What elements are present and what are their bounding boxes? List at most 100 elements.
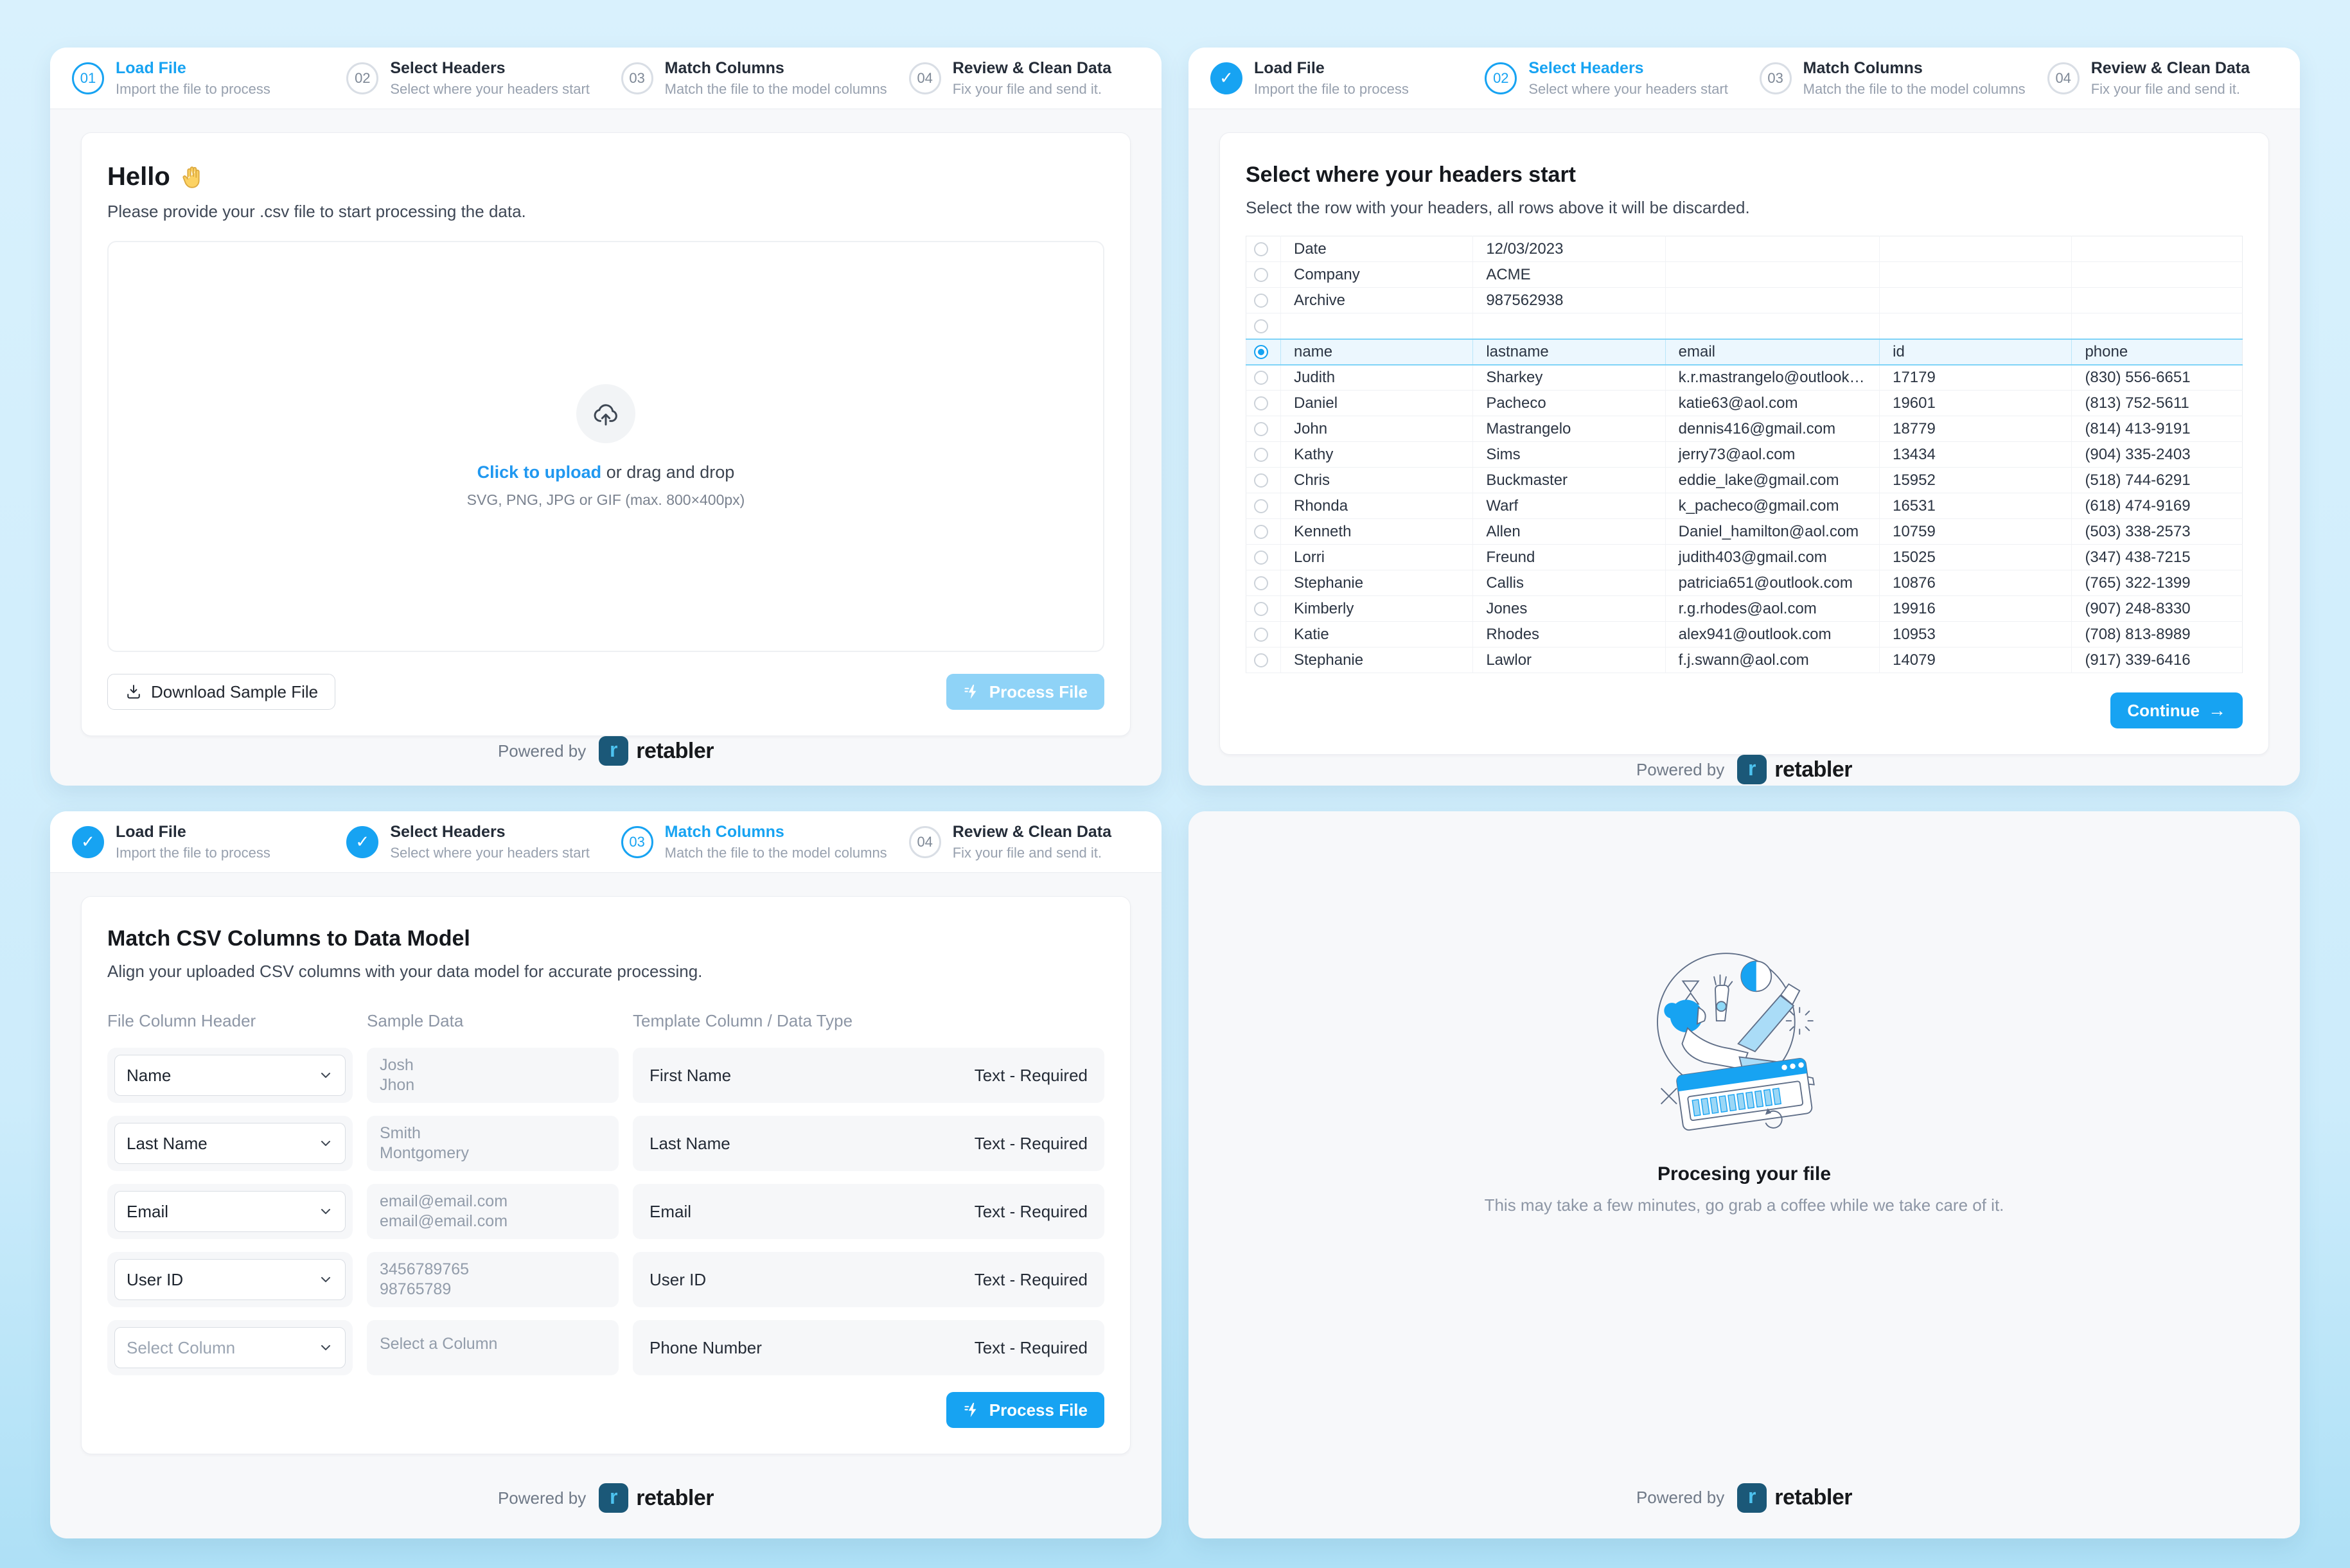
sample-data-box: Select a Column bbox=[367, 1320, 619, 1375]
table-row[interactable] bbox=[1246, 313, 2243, 339]
cell-email: dennis416@gmail.com bbox=[1665, 416, 1880, 442]
table-row[interactable]: John Mastrangelo dennis416@gmail.com 187… bbox=[1246, 416, 2243, 442]
row-radio[interactable] bbox=[1254, 396, 1268, 411]
template-column-type: Text - Required bbox=[974, 1201, 1088, 1221]
cell-lastname: Mastrangelo bbox=[1472, 416, 1666, 442]
cell-email: eddie_lake@gmail.com bbox=[1665, 467, 1880, 493]
row-radio[interactable] bbox=[1254, 422, 1268, 437]
download-sample-button[interactable]: Download Sample File bbox=[107, 674, 336, 710]
cell-phone: (830) 556-6651 bbox=[2071, 364, 2243, 391]
table-row[interactable]: Judith Sharkey k.r.mastrangelo@outlook.c… bbox=[1246, 364, 2243, 391]
row-radio[interactable] bbox=[1254, 242, 1268, 257]
page-title: Select where your headers start bbox=[1246, 163, 1577, 187]
table-row[interactable]: Date 12/03/2023 bbox=[1246, 236, 2243, 262]
stepper-step[interactable]: 04 ✓ Review & Clean Data Fix your file a… bbox=[887, 48, 1162, 109]
step-description: Fix your file and send it. bbox=[952, 80, 1102, 97]
stepper-step[interactable]: 04 ✓ Review & Clean Data Fix your file a… bbox=[2026, 48, 2300, 109]
cell-phone: (813) 752-5611 bbox=[2071, 390, 2243, 416]
step-title: Select Headers bbox=[1528, 58, 1644, 77]
continue-button[interactable]: Continue → bbox=[2110, 692, 2243, 728]
stepper-step[interactable]: 04 ✓ Review & Clean Data Fix your file a… bbox=[887, 811, 1162, 872]
cell-lastname: 12/03/2023 bbox=[1472, 236, 1666, 262]
panel-processing: Procesing your file This may take a few … bbox=[1188, 811, 2300, 1538]
row-radio[interactable] bbox=[1254, 576, 1268, 591]
csv-column-select[interactable]: Email bbox=[114, 1191, 346, 1232]
table-row[interactable]: Kimberly Jones r.g.rhodes@aol.com 19916 … bbox=[1246, 595, 2243, 622]
process-file-button[interactable]: Process File bbox=[946, 674, 1104, 710]
cell-lastname bbox=[1472, 313, 1666, 339]
file-dropzone[interactable]: Click to upload or drag and drop SVG, PN… bbox=[107, 241, 1104, 652]
cell-name: Rhonda bbox=[1280, 493, 1474, 519]
table-row[interactable]: Chris Buckmaster eddie_lake@gmail.com 15… bbox=[1246, 467, 2243, 493]
page-subtitle: Align your uploaded CSV columns with you… bbox=[107, 962, 703, 981]
column-label-template: Template Column / Data Type bbox=[633, 1011, 853, 1030]
cell-name: Date bbox=[1280, 236, 1474, 262]
row-radio[interactable] bbox=[1254, 653, 1268, 668]
stepper-step[interactable]: 03 ✓ Match Columns Match the file to the… bbox=[599, 48, 887, 109]
table-row[interactable]: Katie Rhodes alex941@outlook.com 10953 (… bbox=[1246, 621, 2243, 647]
click-to-upload-link[interactable]: Click to upload bbox=[477, 462, 602, 482]
retabler-logo-mark: r bbox=[599, 736, 629, 766]
table-row[interactable]: Rhonda Warf k_pacheco@gmail.com 16531 (6… bbox=[1246, 493, 2243, 519]
cell-email bbox=[1665, 313, 1880, 339]
row-radio[interactable] bbox=[1254, 448, 1268, 462]
stepper-step[interactable]: 03 ✓ Match Columns Match the file to the… bbox=[599, 811, 887, 872]
stepper-step[interactable]: 01 ✓ Load File Import the file to proces… bbox=[50, 48, 324, 109]
table-row[interactable]: Kenneth Allen Daniel_hamilton@aol.com 10… bbox=[1246, 518, 2243, 545]
cell-name: Kimberly bbox=[1280, 595, 1474, 622]
row-radio[interactable] bbox=[1254, 294, 1268, 308]
table-row[interactable]: Company ACME bbox=[1246, 261, 2243, 288]
cell-name: Kenneth bbox=[1280, 518, 1474, 545]
stepper-step[interactable]: 02 ✓ Select Headers Select where your he… bbox=[324, 48, 599, 109]
process-file-button[interactable]: Process File bbox=[946, 1392, 1104, 1428]
stepper-step[interactable]: 01 ✓ Load File Import the file to proces… bbox=[1188, 48, 1463, 109]
row-radio[interactable] bbox=[1254, 551, 1268, 565]
table-row[interactable]: Kathy Sims jerry73@aol.com 13434 (904) 3… bbox=[1246, 441, 2243, 468]
cell-phone: (907) 248-8330 bbox=[2071, 595, 2243, 622]
step-circle: 01 ✓ bbox=[72, 62, 104, 94]
cell-id bbox=[1879, 287, 2072, 313]
table-row[interactable]: Stephanie Lawlor f.j.swann@aol.com 14079… bbox=[1246, 647, 2243, 673]
row-radio[interactable] bbox=[1254, 473, 1268, 488]
cell-lastname: Buckmaster bbox=[1472, 467, 1666, 493]
table-row[interactable]: Lorri Freund judith403@gmail.com 15025 (… bbox=[1246, 544, 2243, 570]
row-radio[interactable] bbox=[1254, 371, 1268, 385]
cell-id: id bbox=[1879, 338, 2072, 366]
csv-column-select[interactable]: Last Name bbox=[114, 1123, 346, 1164]
row-radio[interactable] bbox=[1254, 602, 1268, 617]
stepper-step[interactable]: 02 ✓ Select Headers Select where your he… bbox=[324, 811, 599, 872]
cell-email bbox=[1665, 287, 1880, 313]
table-row[interactable]: Daniel Pacheco katie63@aol.com 19601 (81… bbox=[1246, 390, 2243, 416]
stepper-step[interactable]: 01 ✓ Load File Import the file to proces… bbox=[50, 811, 324, 872]
step-circle: 01 ✓ bbox=[72, 825, 104, 858]
row-radio[interactable] bbox=[1254, 628, 1268, 642]
step-description: Select where your headers start bbox=[390, 80, 590, 97]
row-radio[interactable] bbox=[1254, 319, 1268, 333]
step-description: Import the file to process bbox=[1254, 80, 1409, 97]
csv-column-select[interactable]: Name bbox=[114, 1055, 346, 1096]
row-radio[interactable] bbox=[1254, 499, 1268, 514]
table-row[interactable]: Archive 987562938 bbox=[1246, 287, 2243, 313]
step-description: Select where your headers start bbox=[1528, 80, 1728, 97]
row-radio[interactable] bbox=[1254, 525, 1268, 540]
row-radio[interactable] bbox=[1254, 268, 1268, 283]
upload-card: Hello Please provide your .csv file to s… bbox=[81, 132, 1131, 736]
csv-column-select-wrap: Select Column bbox=[107, 1320, 353, 1375]
csv-column-select[interactable]: Select Column bbox=[114, 1327, 346, 1368]
cell-phone bbox=[2071, 313, 2243, 339]
page-title: Hello bbox=[107, 163, 1104, 191]
stepper-step[interactable]: 03 ✓ Match Columns Match the file to the… bbox=[1738, 48, 2026, 109]
processing-status: Procesing your file This may take a few … bbox=[1485, 946, 2004, 1215]
step-title: Review & Clean Data bbox=[2090, 58, 2250, 77]
step-title: Review & Clean Data bbox=[952, 822, 1112, 841]
file-types-hint: SVG, PNG, JPG or GIF (max. 800×400px) bbox=[466, 491, 745, 508]
cell-id: 10759 bbox=[1879, 518, 2072, 545]
stepper-step[interactable]: 02 ✓ Select Headers Select where your he… bbox=[1463, 48, 1737, 109]
cell-name: Daniel bbox=[1280, 390, 1474, 416]
table-row[interactable]: Stephanie Callis patricia651@outlook.com… bbox=[1246, 570, 2243, 596]
csv-column-select[interactable]: User ID bbox=[114, 1259, 346, 1300]
table-row[interactable]: name lastname email id phone bbox=[1246, 338, 2243, 366]
cell-email bbox=[1665, 236, 1880, 262]
row-radio[interactable] bbox=[1254, 345, 1268, 360]
